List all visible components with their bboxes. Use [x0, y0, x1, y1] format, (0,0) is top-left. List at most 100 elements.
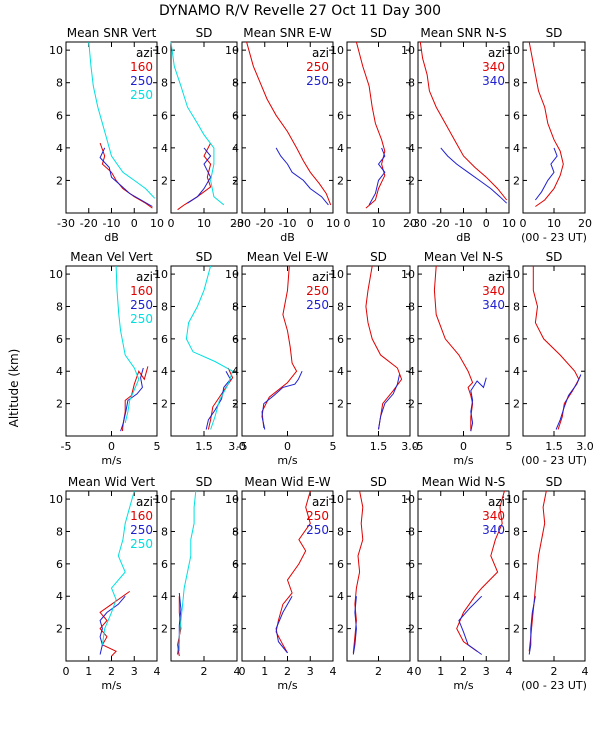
- x-tick-label: 0: [483, 217, 490, 230]
- y-tick-label: 10: [506, 268, 520, 281]
- x-tick-label: -5: [237, 440, 248, 453]
- y-tick-label: 10: [154, 44, 168, 57]
- series-line-340-blue: [535, 147, 558, 201]
- x-tick-label: 4: [234, 665, 241, 678]
- panel-3-2: SD 2 4 6 8 10 2 4: [154, 475, 241, 678]
- series-line-250-blue: [99, 595, 126, 655]
- panel-title: Mean SNR Vert: [67, 26, 157, 40]
- legend-title: azi: [312, 46, 329, 60]
- y-tick-label: 8: [337, 77, 344, 90]
- y-tick-label: 8: [232, 77, 239, 90]
- x-axis-label: (00 - 23 UT): [521, 231, 587, 244]
- panel-title: Mean Wid Vert: [68, 475, 155, 489]
- x-tick-label: 0: [168, 217, 175, 230]
- legend-entry: 340: [482, 284, 505, 298]
- x-tick-label: 1: [437, 665, 444, 678]
- y-tick-label: 6: [56, 558, 63, 571]
- series-line-250-cyan: [170, 41, 225, 206]
- series-line-340-blue: [458, 595, 483, 655]
- y-tick-label: 6: [408, 333, 415, 346]
- panel-title: SD: [370, 250, 387, 264]
- x-tick-label: 0: [239, 665, 246, 678]
- y-tick-label: 8: [161, 77, 168, 90]
- series-line-160-red: [177, 142, 212, 211]
- y-tick-label: 4: [161, 142, 168, 155]
- y-tick-label: 4: [513, 365, 520, 378]
- legend-entry: 250: [130, 298, 153, 312]
- x-tick-label: 0: [63, 665, 70, 678]
- legend-entry: 250: [130, 88, 153, 102]
- y-tick-label: 4: [408, 142, 415, 155]
- plot-frame: [522, 265, 586, 437]
- y-tick-label: 6: [56, 109, 63, 122]
- y-tick-label: 10: [401, 493, 415, 506]
- legend-entry: 250: [130, 537, 153, 551]
- legend-entry: 250: [130, 312, 153, 326]
- y-tick-label: 10: [401, 44, 415, 57]
- legend-entry: 250: [306, 60, 329, 74]
- x-tick-label: 2: [284, 665, 291, 678]
- y-tick-label: 4: [161, 590, 168, 603]
- series-line-250-blue: [352, 596, 357, 655]
- legend-entry: 160: [130, 284, 153, 298]
- panel-3-4: SD 2 4 6 8 10 2 4: [330, 475, 414, 678]
- y-tick-label: 2: [56, 623, 63, 636]
- legend-title: azi: [488, 270, 505, 284]
- series-line-250-blue: [205, 370, 231, 430]
- series-line-340-blue: [528, 596, 536, 655]
- plot-frame: [346, 490, 411, 662]
- series-line-340-red: [433, 265, 474, 432]
- y-tick-label: 2: [161, 398, 168, 411]
- x-tick-label: 0: [284, 440, 291, 453]
- x-tick-label: 0: [307, 217, 314, 230]
- x-tick-label: 0: [520, 217, 527, 230]
- y-tick-label: 10: [154, 493, 168, 506]
- x-axis-label: dB: [456, 231, 471, 244]
- legend-title: azi: [136, 270, 153, 284]
- y-tick-label: 10: [506, 493, 520, 506]
- y-tick-label: 6: [408, 558, 415, 571]
- x-axis-label: m/s: [453, 679, 473, 692]
- y-tick-label: 8: [56, 77, 63, 90]
- panel-title: Mean Vel Vert: [70, 250, 153, 264]
- series-line-250-cyan: [115, 265, 140, 424]
- panel-title: Mean SNR E-W: [243, 26, 332, 40]
- x-tick-label: 20: [578, 217, 592, 230]
- x-axis-label: dB: [104, 231, 119, 244]
- series-line-160-red: [207, 367, 234, 430]
- x-tick-label: 2: [108, 665, 115, 678]
- series-line-250-blue: [275, 147, 329, 206]
- x-tick-label: 3.0: [576, 440, 594, 453]
- y-tick-label: 4: [513, 590, 520, 603]
- y-tick-label: 8: [161, 300, 168, 313]
- y-tick-label: 2: [161, 174, 168, 187]
- series-line-340-blue: [470, 377, 487, 432]
- y-tick-label: 2: [56, 174, 63, 187]
- y-tick-label: 6: [337, 333, 344, 346]
- series-line-340-blue: [555, 374, 582, 430]
- plot-frame: [170, 490, 238, 662]
- legend-entry: 340: [482, 509, 505, 523]
- legend-entry: 250: [130, 74, 153, 88]
- legend-entry: 250: [306, 298, 329, 312]
- legend-entry: 340: [482, 74, 505, 88]
- panel-title: SD: [196, 250, 213, 264]
- x-tick-label: -20: [80, 217, 98, 230]
- series-line-340-red: [528, 41, 564, 207]
- y-tick-label: 4: [56, 142, 63, 155]
- x-tick-label: 0: [131, 217, 138, 230]
- y-tick-label: 6: [337, 109, 344, 122]
- legend-entry: 250: [306, 523, 329, 537]
- series-line-340-blue: [440, 147, 508, 204]
- y-tick-label: 8: [56, 300, 63, 313]
- x-axis-label: m/s: [101, 679, 121, 692]
- panel-title: SD: [196, 475, 213, 489]
- series-line-250-cyan: [101, 490, 135, 645]
- x-tick-label: 1.5: [195, 440, 213, 453]
- y-tick-label: 4: [337, 365, 344, 378]
- y-tick-label: 2: [232, 623, 239, 636]
